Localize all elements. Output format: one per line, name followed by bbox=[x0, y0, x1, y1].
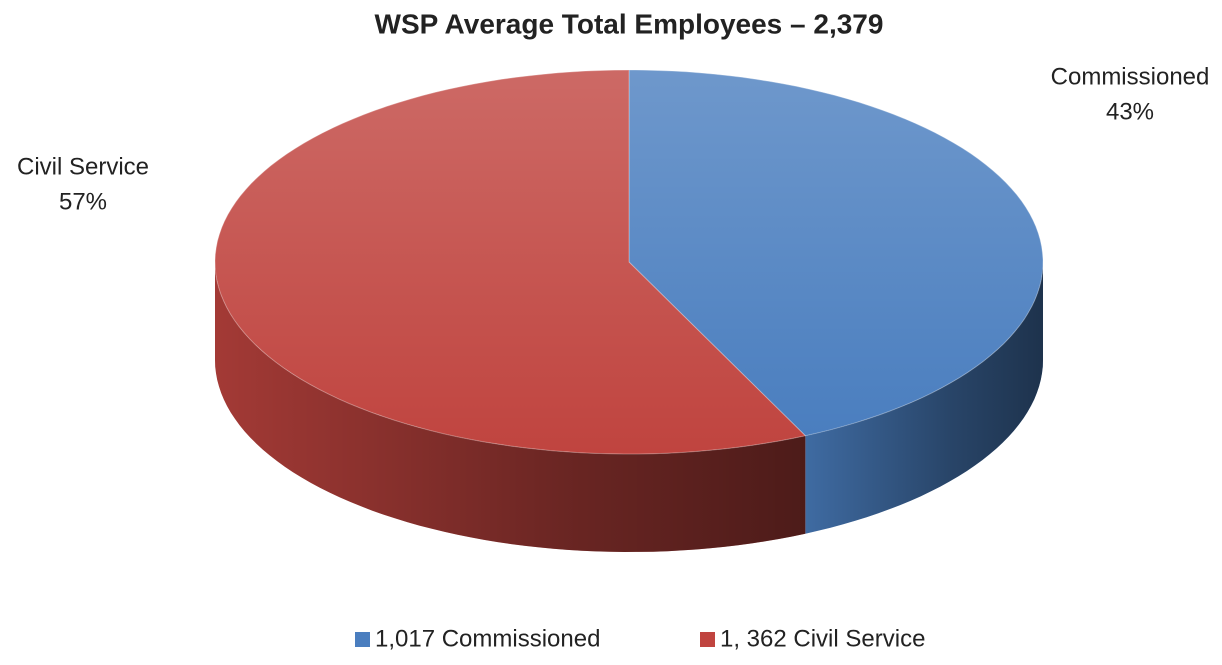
slice-gloss bbox=[215, 70, 806, 454]
legend-label: 1, 362 Civil Service bbox=[720, 625, 925, 652]
slice-side-shade bbox=[215, 262, 806, 552]
slice-side-shade bbox=[805, 262, 1043, 534]
legend-swatch bbox=[355, 632, 370, 647]
data-label-value: 57% bbox=[59, 188, 107, 215]
legend-label: 1,017 Commissioned bbox=[375, 625, 600, 652]
data-label-value: 43% bbox=[1106, 98, 1154, 125]
slice-gloss bbox=[629, 70, 1043, 436]
data-label-name: Commissioned bbox=[1051, 63, 1210, 90]
chart-title: WSP Average Total Employees – 2,379 bbox=[375, 8, 884, 39]
legend-swatch bbox=[700, 632, 715, 647]
data-label-name: Civil Service bbox=[17, 153, 149, 180]
